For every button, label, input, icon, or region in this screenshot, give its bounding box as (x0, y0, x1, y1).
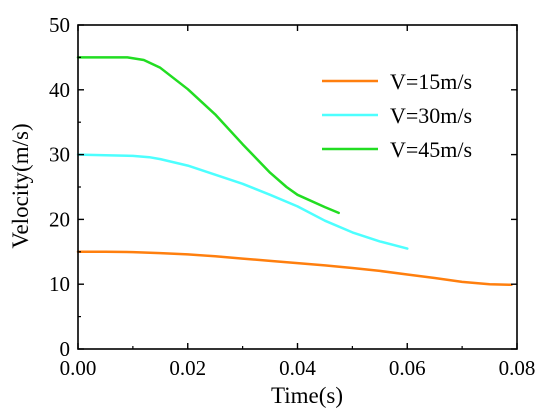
y-axis-title: Velocity(m/s) (8, 123, 33, 248)
series-line-1 (76, 250, 513, 287)
y-tick-label: 0 (60, 337, 71, 361)
x-tick-label: 0.06 (389, 356, 426, 380)
legend-label-3: V=45m/s (390, 137, 472, 162)
y-tick-label: 10 (49, 272, 70, 296)
x-tick-label: 0.02 (169, 356, 206, 380)
series-line-2 (76, 153, 409, 250)
y-tick-label: 50 (49, 13, 70, 37)
x-tick-label: 0.04 (279, 356, 316, 380)
y-tick-label: 20 (49, 207, 70, 231)
legend-label-2: V=30m/s (390, 103, 472, 128)
axes-layer: 0.00 0.02 0.04 0.06 0.08 0 10 20 30 40 50 (49, 13, 535, 380)
x-axis-title: Time(s) (271, 383, 343, 408)
series-layer (76, 56, 513, 287)
y-tick-label: 30 (49, 143, 70, 167)
y-tick-label: 40 (49, 78, 70, 102)
x-tick-label: 0.00 (60, 356, 97, 380)
legend-label-1: V=15m/s (390, 69, 472, 94)
series-line-3 (76, 56, 340, 215)
legend: V=15m/s V=30m/s V=45m/s (322, 69, 472, 162)
x-tick-label: 0.08 (499, 356, 536, 380)
